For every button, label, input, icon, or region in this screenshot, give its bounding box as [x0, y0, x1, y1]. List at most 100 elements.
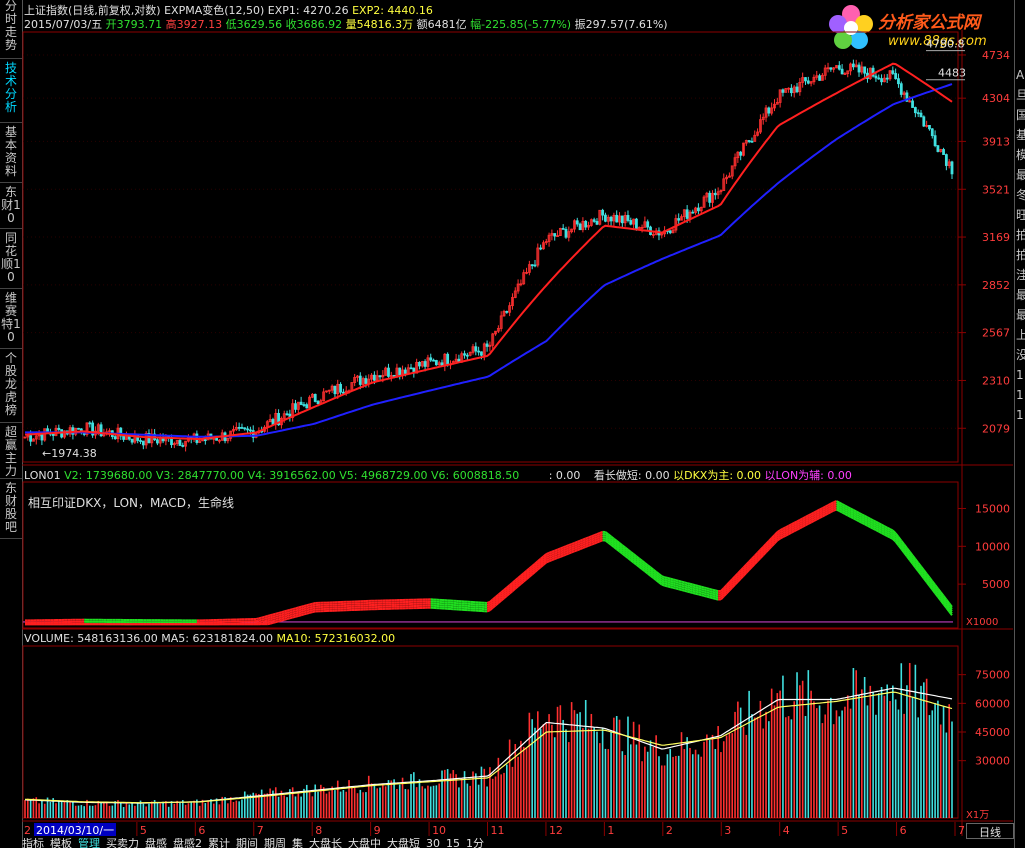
lon-unit-label: X1000	[966, 617, 998, 628]
lon-segment	[548, 550, 553, 554]
lon-segment	[942, 603, 948, 609]
lon-segment	[269, 619, 274, 623]
lon-segment	[267, 616, 271, 620]
bottom-tab-13[interactable]: 30	[426, 838, 440, 848]
bottom-tab-1[interactable]: 模板	[50, 838, 72, 848]
lon-segment	[585, 544, 589, 548]
candle-body	[102, 432, 106, 437]
logo-url: www.88gs.com	[888, 34, 987, 49]
bottom-tab-3[interactable]: 买卖力	[106, 838, 139, 848]
bottom-tab-6[interactable]: 累计	[208, 838, 230, 848]
lon-segment	[773, 535, 779, 540]
bottom-tab-12[interactable]: 大盘短	[387, 838, 420, 848]
candle-body	[212, 438, 216, 440]
lon-segment	[616, 548, 621, 553]
lon-segment	[489, 602, 494, 607]
lon-segment	[534, 560, 539, 565]
candle-body	[88, 422, 92, 425]
bottom-tab-11[interactable]: 大盘中	[348, 838, 381, 848]
bottom-tab-9[interactable]: 集	[292, 838, 303, 848]
lon-segment	[858, 520, 863, 524]
candle-body	[908, 100, 912, 103]
candle-body	[911, 100, 914, 108]
lon-segment	[779, 532, 784, 536]
lon-segment	[675, 583, 679, 587]
lon-segment	[942, 597, 948, 603]
left-tab-2[interactable]: 基本资料	[0, 126, 22, 183]
lon-segment	[486, 600, 491, 604]
lon-segment	[492, 598, 497, 603]
lon-segment	[576, 541, 581, 545]
lon-segment	[638, 566, 643, 570]
candle-body	[415, 361, 419, 374]
lon-segment	[698, 587, 702, 590]
left-tab-0[interactable]: 分时走势	[0, 0, 22, 59]
bottom-tab-4[interactable]: 盘感	[145, 838, 167, 848]
lon-segment	[827, 509, 832, 513]
lon-segment	[765, 540, 770, 545]
bottom-tab-14[interactable]: 15	[446, 838, 460, 848]
lon-segment	[897, 536, 903, 542]
left-tab-3[interactable]: 东财10	[0, 186, 22, 229]
lon-segment	[523, 574, 528, 579]
lon-segment	[737, 573, 742, 579]
lon-segment	[703, 588, 708, 592]
lon-segment	[599, 539, 603, 543]
lon-segment	[920, 567, 925, 573]
lon-segment	[754, 554, 759, 559]
lon-segment	[748, 557, 753, 563]
lon-segment	[638, 564, 643, 568]
lon-segment	[551, 553, 556, 557]
lon-segment	[734, 581, 739, 586]
candle-body	[604, 214, 607, 222]
chart-header-line2: 2015/07/03/五 开3793.71 高3927.13 低3629.56 …	[24, 16, 668, 32]
bottom-tab-7[interactable]: 期间	[236, 838, 258, 848]
lon-segment	[706, 589, 710, 593]
lon-segment	[525, 573, 531, 578]
period-day-button[interactable]: 日线	[966, 823, 1014, 839]
candle-body	[215, 438, 218, 441]
lon-segment	[715, 593, 719, 597]
lon-segment	[782, 526, 787, 530]
bottom-tab-5[interactable]: 盘感2	[173, 838, 202, 848]
candle-body	[812, 76, 816, 83]
lon-segment	[528, 567, 533, 572]
lon-segment	[878, 524, 883, 528]
bottom-tab-10[interactable]: 大盘长	[309, 838, 342, 848]
left-tab-1[interactable]: 技术分析	[0, 62, 22, 123]
lon-segment	[920, 569, 925, 575]
lon-segment	[852, 511, 857, 515]
candle-body	[674, 218, 678, 231]
lon-segment	[618, 546, 623, 551]
left-tab-8[interactable]: 东财股吧	[0, 482, 22, 539]
lon-segment	[590, 534, 595, 538]
left-tab-6[interactable]: 个股龙虎榜	[0, 352, 22, 423]
lon-segment	[576, 539, 581, 543]
bottom-tab-2[interactable]: 管理	[78, 838, 100, 848]
left-tab-4[interactable]: 同花顺10	[0, 232, 22, 289]
candle-body	[527, 264, 531, 273]
candle-body	[178, 440, 182, 446]
lon-segment	[520, 576, 525, 581]
lon-segment	[894, 538, 900, 544]
lon-segment	[889, 534, 894, 538]
lon-segment	[695, 586, 699, 590]
left-tab-5[interactable]: 维赛特10	[0, 292, 22, 349]
lon-segment	[309, 604, 313, 608]
candle-body	[130, 438, 134, 443]
lon-segment	[681, 580, 685, 584]
lon-segment	[607, 535, 612, 540]
lon-segment	[590, 536, 595, 540]
lon-segment	[830, 501, 835, 505]
right-panel-char: 冬	[1016, 188, 1025, 202]
price-tick-label: 2852	[982, 279, 1010, 292]
lon-segment	[700, 589, 705, 593]
bottom-tab-15[interactable]: 1分	[466, 838, 484, 848]
lon-segment	[486, 603, 491, 606]
vol-unit-label: X1万	[966, 810, 989, 821]
bottom-tab-0[interactable]: 指标	[22, 838, 44, 848]
bottom-tab-8[interactable]: 期周	[264, 838, 286, 848]
lon-segment	[906, 547, 911, 553]
left-tab-7[interactable]: 超赢主力	[0, 426, 22, 479]
lon-segment	[264, 615, 268, 618]
